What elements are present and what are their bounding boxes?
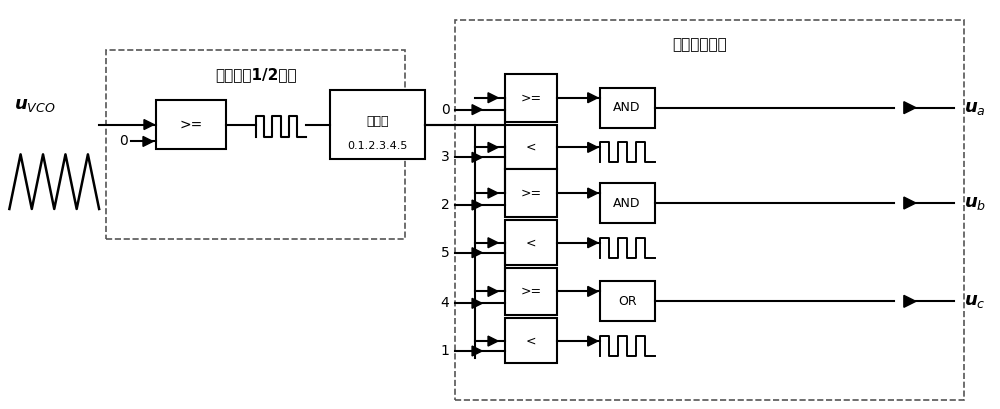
Polygon shape	[472, 298, 482, 308]
FancyBboxPatch shape	[505, 169, 557, 217]
Polygon shape	[588, 336, 598, 346]
Text: AND: AND	[613, 101, 641, 114]
FancyBboxPatch shape	[330, 90, 425, 160]
FancyBboxPatch shape	[505, 220, 557, 265]
Text: >=: >=	[520, 91, 541, 104]
Polygon shape	[588, 188, 598, 198]
Text: 占空比为1/2方波: 占空比为1/2方波	[215, 67, 296, 82]
Polygon shape	[588, 142, 598, 153]
Text: 0: 0	[441, 103, 450, 117]
Text: 4: 4	[441, 297, 450, 310]
Text: $\boldsymbol{u}_{VCO}$: $\boldsymbol{u}_{VCO}$	[14, 96, 56, 114]
Polygon shape	[472, 105, 482, 115]
Text: $\boldsymbol{u}_c$: $\boldsymbol{u}_c$	[964, 292, 985, 310]
Text: 0: 0	[119, 135, 127, 148]
FancyBboxPatch shape	[600, 88, 655, 128]
FancyBboxPatch shape	[505, 267, 557, 315]
Polygon shape	[472, 153, 482, 162]
Text: AND: AND	[613, 196, 641, 209]
Polygon shape	[472, 200, 482, 210]
FancyBboxPatch shape	[505, 125, 557, 169]
Text: 5: 5	[441, 246, 450, 260]
Text: <: <	[526, 236, 536, 249]
Polygon shape	[588, 286, 598, 297]
Text: >=: >=	[520, 285, 541, 298]
Polygon shape	[488, 142, 498, 153]
Polygon shape	[488, 286, 498, 297]
FancyBboxPatch shape	[600, 281, 655, 321]
Text: $\boldsymbol{u}_a$: $\boldsymbol{u}_a$	[964, 99, 986, 117]
Text: 2: 2	[441, 198, 450, 212]
Polygon shape	[904, 295, 916, 307]
Polygon shape	[588, 238, 598, 248]
Text: 计数器: 计数器	[367, 115, 389, 128]
Polygon shape	[588, 93, 598, 103]
FancyBboxPatch shape	[505, 74, 557, 121]
Text: $\boldsymbol{u}_b$: $\boldsymbol{u}_b$	[964, 194, 986, 212]
Text: 3: 3	[441, 151, 450, 164]
Polygon shape	[488, 238, 498, 248]
Polygon shape	[472, 248, 482, 258]
Polygon shape	[904, 102, 916, 114]
Polygon shape	[144, 119, 154, 130]
Text: <: <	[526, 141, 536, 154]
Polygon shape	[488, 93, 498, 103]
FancyBboxPatch shape	[505, 318, 557, 363]
Text: 计数移相模块: 计数移相模块	[672, 38, 727, 53]
Polygon shape	[904, 197, 916, 209]
Polygon shape	[143, 137, 153, 146]
Text: 1: 1	[441, 344, 450, 358]
Text: >=: >=	[179, 117, 202, 132]
Text: >=: >=	[520, 187, 541, 200]
Text: <: <	[526, 335, 536, 348]
Polygon shape	[488, 188, 498, 198]
Polygon shape	[472, 346, 482, 356]
FancyBboxPatch shape	[156, 100, 226, 149]
Text: 0.1.2.3.4.5: 0.1.2.3.4.5	[348, 142, 408, 151]
Text: OR: OR	[618, 295, 636, 308]
FancyBboxPatch shape	[600, 183, 655, 223]
Polygon shape	[488, 336, 498, 346]
